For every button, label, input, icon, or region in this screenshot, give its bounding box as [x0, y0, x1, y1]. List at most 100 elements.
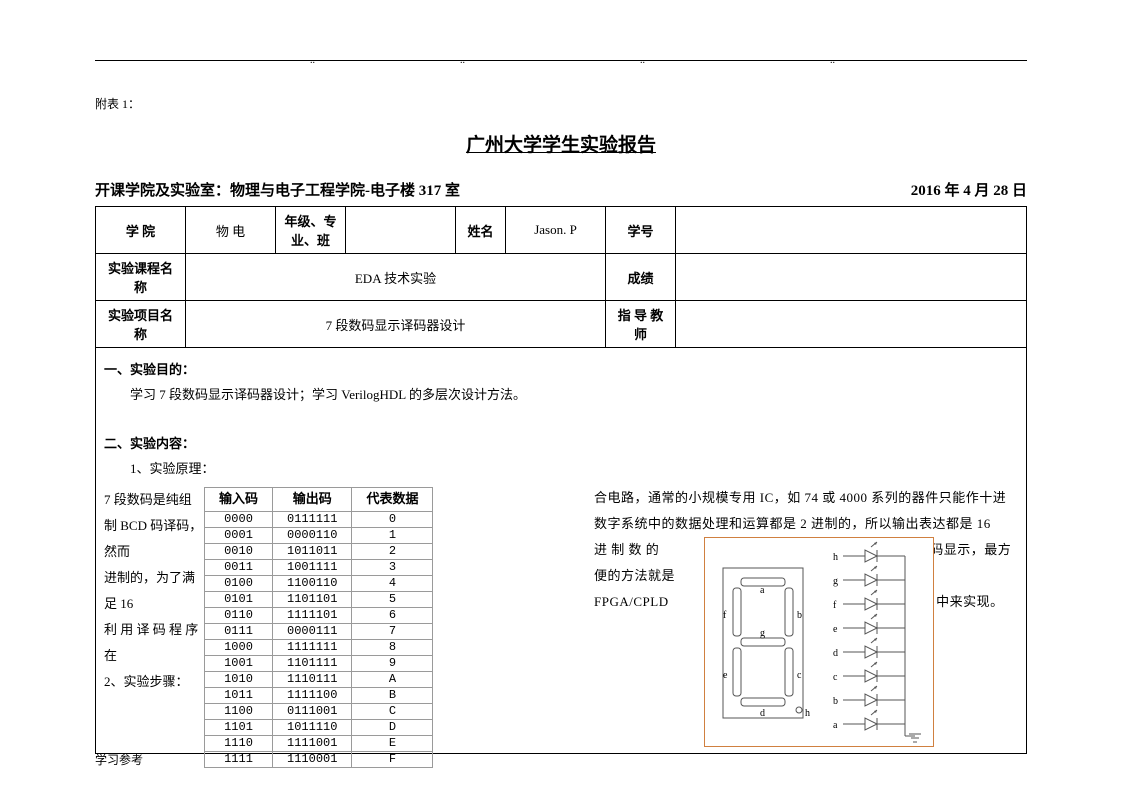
led-row: g — [833, 566, 905, 587]
course-value: EDA 技术实验 — [186, 254, 606, 301]
table-cell: 1111111 — [273, 639, 352, 655]
subtitle-right: 2016 年 4 月 28 日 — [911, 179, 1027, 200]
id-value — [676, 207, 1027, 254]
table-cell: 1 — [352, 527, 433, 543]
table-cell: 0001 — [205, 527, 273, 543]
course-label: 实验课程名称 — [96, 254, 186, 301]
seg-dp — [796, 707, 802, 713]
svg-text:f: f — [833, 600, 837, 611]
table-cell: 1110001 — [273, 751, 352, 767]
svg-text:a: a — [833, 720, 838, 731]
led-row: d — [833, 638, 905, 659]
lt-line: 2、实验步骤： — [104, 669, 204, 695]
led-row: a — [833, 710, 905, 731]
name-value: Jason. P — [506, 207, 606, 254]
attach-label: 附表 1： — [95, 95, 1027, 112]
table-cell: 1111 — [205, 751, 273, 767]
table-cell: 1010 — [205, 671, 273, 687]
table-cell: B — [352, 687, 433, 703]
left-wrap-text: 7 段数码是纯组 制 BCD 码译码，然而 进制的，为了满足 16 利 用 译 … — [104, 487, 204, 695]
table-cell: 1101101 — [273, 591, 352, 607]
table-cell: 1111001 — [273, 735, 352, 751]
top-rule — [95, 60, 1027, 61]
dot: .. — [830, 55, 835, 66]
score-value — [676, 254, 1027, 301]
table-cell: 1100 — [205, 703, 273, 719]
table-cell: 0011 — [205, 559, 273, 575]
seg-label-e: e — [723, 670, 728, 681]
table-row: 100111011119 — [205, 655, 433, 671]
project-value: 7 段数码显示译码器设计 — [186, 301, 606, 348]
body-section: 一、实验目的： 学习 7 段数码显示译码器设计；学习 VerilogHDL 的多… — [95, 348, 1027, 754]
table-row: 010111011015 — [205, 591, 433, 607]
sec1-title: 一、实验目的： — [104, 358, 1018, 383]
seg-label-f: f — [723, 610, 727, 621]
dot: .. — [460, 55, 465, 66]
rt-4b: 中来实现。 — [936, 594, 1004, 609]
page-content: 附表 1： 广州大学学生实验报告 开课学院及实验室：物理与电子工程学院-电子楼 … — [95, 95, 1027, 754]
svg-text:c: c — [833, 672, 838, 683]
table-cell: 0000 — [205, 511, 273, 527]
table-cell: A — [352, 671, 433, 687]
table-cell: 1011 — [205, 687, 273, 703]
led-row: b — [833, 686, 905, 707]
seg-svg: a b c d e f g h h g — [705, 538, 935, 748]
sec1-body: 学习 7 段数码显示译码器设计；学习 VerilogHDL 的多层次设计方法。 — [130, 383, 1018, 408]
teacher-label: 指 导 教 师 — [606, 301, 676, 348]
seg-d — [741, 698, 785, 706]
table-cell: 4 — [352, 575, 433, 591]
table-cell: 2 — [352, 543, 433, 559]
seg-label-c: c — [797, 670, 802, 681]
svg-text:e: e — [833, 624, 838, 635]
table-cell: 0111111 — [273, 511, 352, 527]
table-cell: 0111 — [205, 623, 273, 639]
table-row: 011011111016 — [205, 607, 433, 623]
grade-value — [346, 207, 456, 254]
table-cell: C — [352, 703, 433, 719]
seg-e — [733, 648, 741, 696]
seg-label-a: a — [760, 585, 765, 596]
table-row: 011100001117 — [205, 623, 433, 639]
table-cell: 9 — [352, 655, 433, 671]
table-cell: 1101111 — [273, 655, 352, 671]
seg-g — [741, 638, 785, 646]
table-row: 001010110112 — [205, 543, 433, 559]
th-output: 输出码 — [273, 488, 352, 511]
seg-f — [733, 588, 741, 636]
table-cell: 3 — [352, 559, 433, 575]
seg-c — [785, 648, 793, 696]
table-cell: 1001111 — [273, 559, 352, 575]
led-row: f — [833, 590, 905, 611]
table-row: 11000111001C — [205, 703, 433, 719]
table-cell: 1100110 — [273, 575, 352, 591]
teacher-value — [676, 301, 1027, 348]
led-row: h — [833, 542, 905, 563]
info-table: 学 院 物 电 年级、专 业、班 姓名 Jason. P 学号 实验课程名称 E… — [95, 206, 1027, 348]
dot: .. — [310, 55, 315, 66]
table-cell: 0110 — [205, 607, 273, 623]
table-cell: 0100 — [205, 575, 273, 591]
seg-label-b: b — [797, 610, 802, 621]
table-cell: 1101 — [205, 719, 273, 735]
rt-line: 数字系统中的数据处理和运算都是 2 进制的，所以输出表达都是 16 — [594, 511, 1018, 537]
led-common — [905, 556, 921, 742]
table-row: 11011011110D — [205, 719, 433, 735]
college-label: 学 院 — [96, 207, 186, 254]
table-cell: 1000 — [205, 639, 273, 655]
svg-text:g: g — [833, 576, 838, 587]
subtitle-left: 开课学院及实验室：物理与电子工程学院-电子楼 317 室 — [95, 179, 460, 200]
th-input: 输入码 — [205, 488, 273, 511]
svg-text:b: b — [833, 696, 838, 707]
name-label: 姓名 — [456, 207, 506, 254]
table-row: 11111110001F — [205, 751, 433, 767]
table-cell: 1011110 — [273, 719, 352, 735]
lt-line: 制 BCD 码译码，然而 — [104, 513, 204, 565]
table-row: 000100001101 — [205, 527, 433, 543]
led-row: c — [833, 662, 905, 683]
table-cell: 0101 — [205, 591, 273, 607]
table-cell: 8 — [352, 639, 433, 655]
lt-line: 7 段数码是纯组 — [104, 487, 204, 513]
table-row: 010011001104 — [205, 575, 433, 591]
table-row: 000001111110 — [205, 511, 433, 527]
rt-3a: 进 制 数 的 — [594, 542, 659, 557]
